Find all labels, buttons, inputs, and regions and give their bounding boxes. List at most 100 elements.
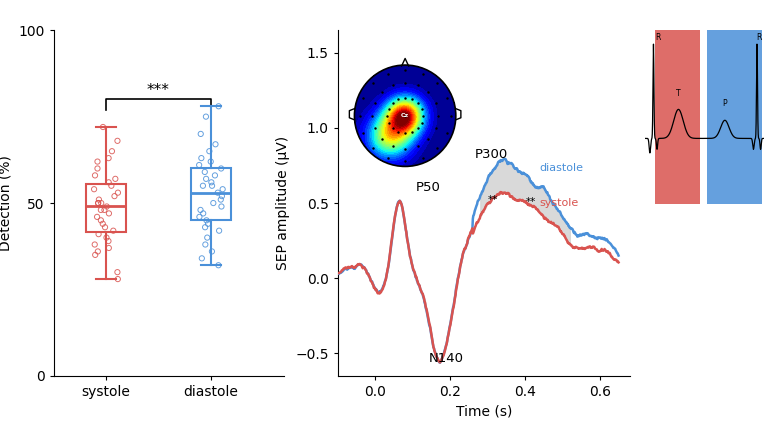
diastole: [406, 254, 415, 259]
systole: [383, 267, 392, 272]
Point: [197, 210, 210, 217]
Text: T: T: [676, 89, 680, 98]
diastole: [333, 271, 343, 276]
systole: [406, 254, 415, 259]
Point: [109, 175, 121, 182]
Point: [204, 158, 217, 165]
Point: [196, 255, 208, 262]
Text: systole: systole: [539, 198, 578, 208]
Point: [102, 179, 114, 186]
Point: [199, 168, 211, 175]
Point: [199, 241, 211, 248]
Point: [108, 193, 121, 200]
Text: P: P: [723, 98, 727, 108]
Point: [204, 148, 216, 155]
Point: [105, 182, 118, 189]
Point: [92, 200, 104, 206]
Point: [205, 179, 217, 186]
Point: [101, 203, 113, 210]
Y-axis label: SEP amplitude (μV): SEP amplitude (μV): [276, 136, 290, 270]
Point: [202, 220, 214, 227]
Point: [215, 165, 227, 172]
Point: [108, 227, 120, 234]
Point: [89, 172, 101, 179]
Point: [88, 241, 101, 248]
Text: P300: P300: [475, 148, 508, 161]
Point: [209, 172, 221, 179]
systole: [614, 260, 623, 265]
Text: Cz: Cz: [401, 113, 409, 118]
Line: diastole: diastole: [338, 159, 618, 362]
systole: [521, 200, 531, 206]
Point: [199, 224, 211, 231]
diastole: [383, 267, 392, 273]
Point: [206, 248, 218, 255]
Point: [94, 206, 107, 213]
Text: diastole: diastole: [539, 163, 583, 174]
Point: [97, 124, 109, 130]
systole: [435, 360, 445, 365]
Point: [200, 217, 213, 224]
Point: [212, 189, 224, 196]
Point: [206, 182, 218, 189]
Point: [91, 213, 103, 220]
Point: [106, 148, 118, 155]
diastole: [435, 360, 445, 365]
Point: [111, 269, 124, 276]
Point: [200, 175, 212, 182]
Point: [195, 155, 207, 162]
Bar: [654, 29, 700, 204]
Point: [215, 203, 227, 210]
Point: [93, 196, 105, 203]
Point: [214, 196, 227, 203]
Point: [193, 162, 205, 168]
Point: [91, 165, 104, 172]
Point: [98, 206, 111, 213]
diastole: [521, 172, 531, 177]
Point: [197, 182, 209, 189]
Point: [201, 234, 214, 241]
Point: [99, 224, 111, 231]
Point: [200, 113, 212, 120]
Point: [103, 210, 115, 217]
Point: [194, 206, 207, 213]
Point: [112, 189, 124, 196]
systole: [333, 271, 343, 276]
Point: [97, 220, 109, 227]
Point: [91, 158, 104, 165]
Point: [207, 200, 220, 206]
Point: [101, 234, 113, 241]
Point: [102, 155, 114, 162]
Bar: [707, 29, 762, 204]
systole: [496, 190, 505, 195]
Point: [88, 186, 100, 193]
Text: ***: ***: [147, 83, 170, 98]
Text: R: R: [756, 33, 762, 42]
Point: [92, 200, 104, 206]
diastole: [614, 253, 623, 258]
Point: [212, 262, 224, 269]
Text: R: R: [655, 33, 660, 42]
Text: N140: N140: [429, 353, 464, 365]
Point: [217, 186, 229, 193]
Point: [102, 238, 114, 245]
Point: [103, 245, 115, 251]
Point: [92, 231, 104, 238]
Point: [216, 193, 228, 200]
systole: [500, 190, 509, 195]
Line: systole: systole: [338, 192, 618, 362]
Text: **: **: [488, 195, 498, 205]
diastole: [461, 246, 470, 251]
Y-axis label: Detection (%): Detection (%): [0, 155, 13, 251]
systole: [545, 220, 554, 225]
Point: [213, 227, 225, 234]
systole: [461, 246, 470, 251]
diastole: [500, 156, 509, 161]
diastole: [499, 156, 508, 162]
Point: [111, 137, 124, 144]
Point: [194, 130, 207, 137]
X-axis label: Time (s): Time (s): [455, 404, 512, 419]
Point: [89, 251, 101, 258]
Text: P50: P50: [415, 181, 440, 194]
Point: [95, 200, 108, 206]
